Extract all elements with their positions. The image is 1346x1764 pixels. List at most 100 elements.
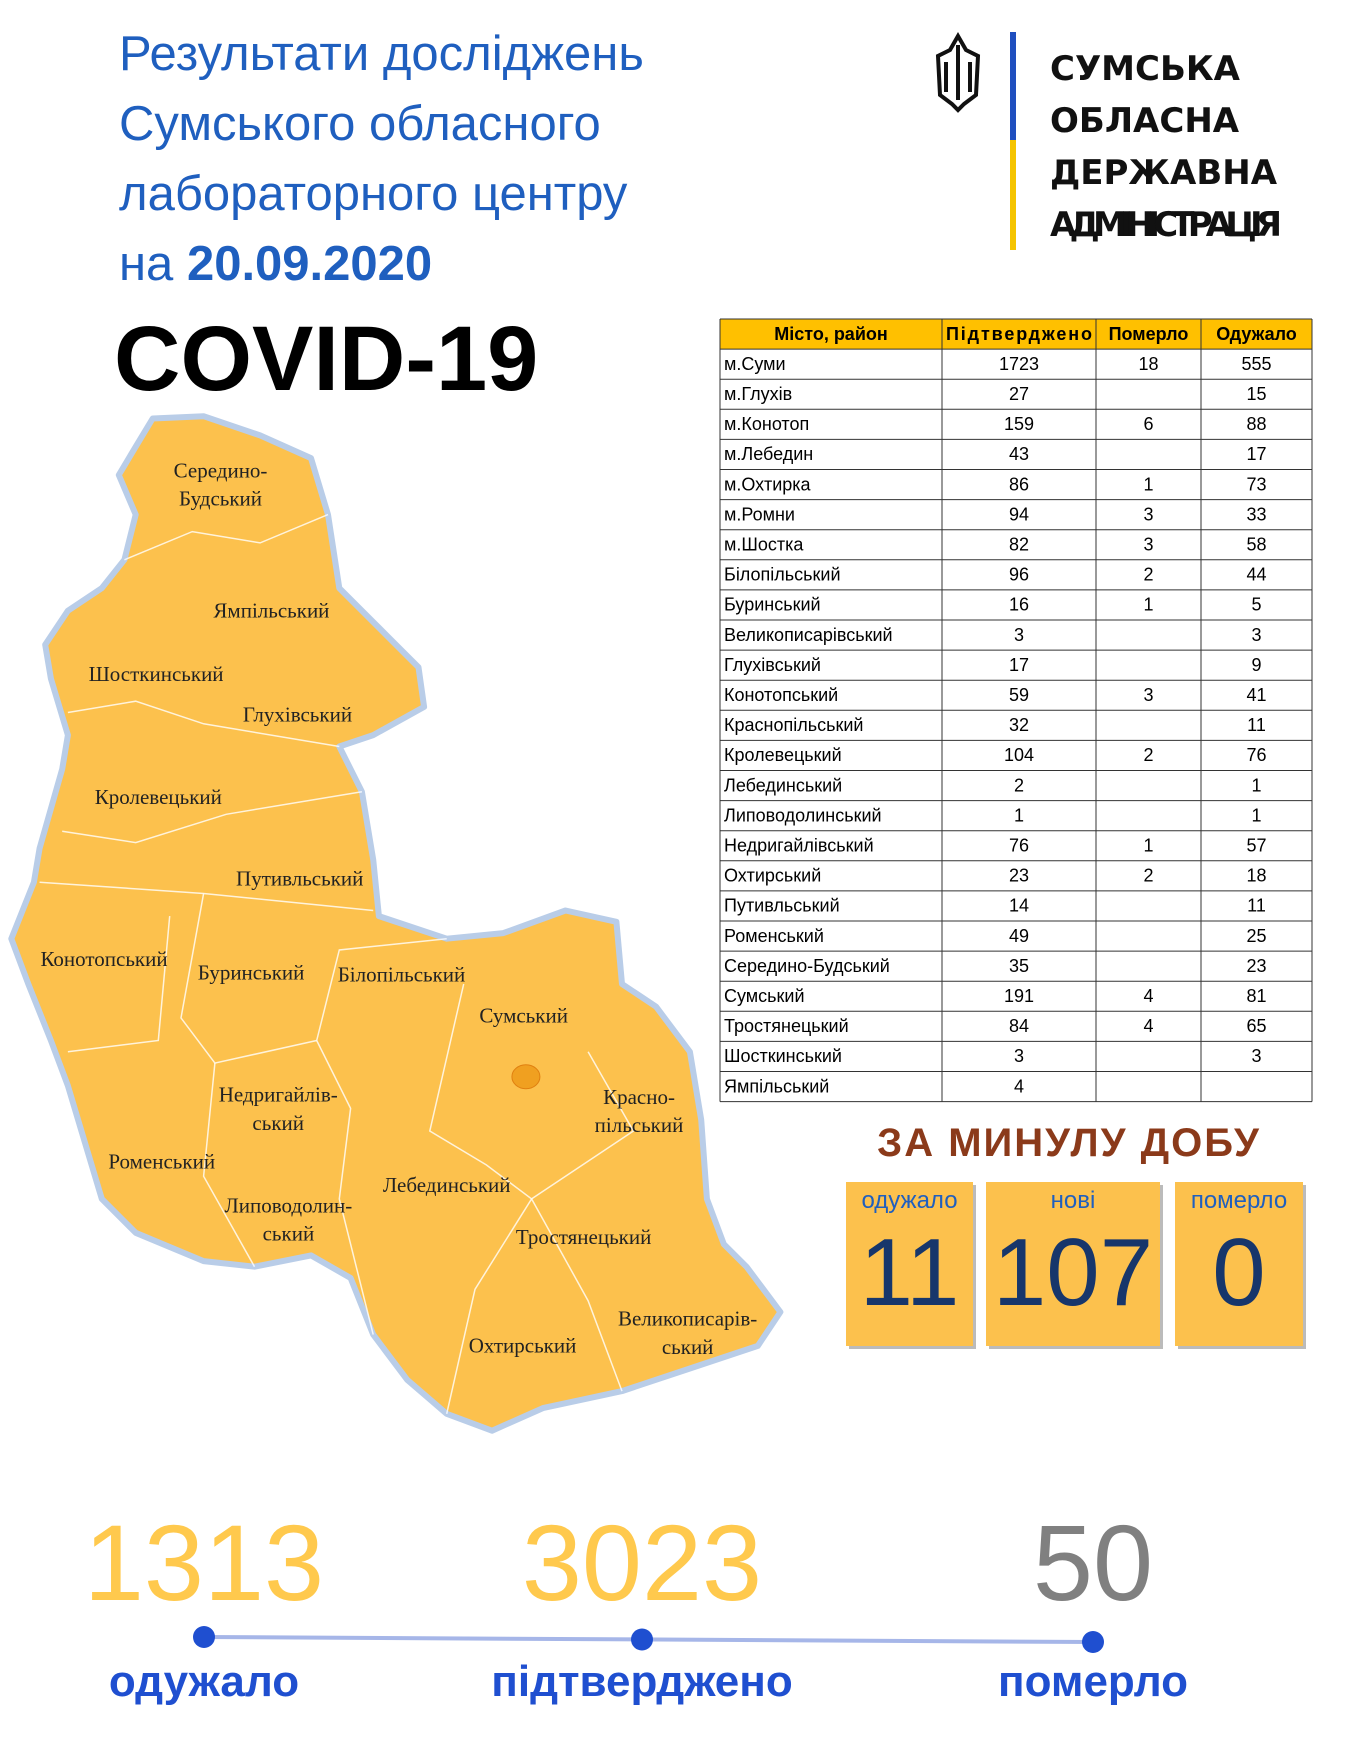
trident-detail (944, 45, 972, 100)
date: 20.09.2020 (187, 237, 432, 291)
table-cell: 11 (1247, 715, 1266, 735)
table-cell: 82 (1009, 535, 1029, 555)
region-shape (8, 413, 784, 1434)
title-line: Сумського обласного (119, 97, 601, 151)
table-cell: 3 (1251, 625, 1261, 645)
table-cell: 76 (1246, 745, 1266, 765)
table-cell: 3 (1014, 1046, 1024, 1066)
table-cell: 1 (1014, 805, 1024, 825)
table-cell: 15 (1246, 384, 1266, 404)
district-label: Охтирський (469, 1334, 577, 1358)
district-name: м.Конотоп (724, 414, 809, 434)
title-date-line: на 20.09.2020 (119, 237, 432, 291)
district-border (67, 700, 340, 748)
table-cell: 43 (1009, 444, 1029, 464)
district-border (316, 1040, 374, 1335)
table-cell: 1 (1143, 836, 1153, 856)
table-cell: 27 (1009, 384, 1029, 404)
district-border (531, 1051, 635, 1200)
table-cell: 11 (1247, 896, 1266, 916)
district-border (124, 513, 329, 561)
table-cell: 1 (1143, 474, 1153, 494)
district-label: Красно- (603, 1085, 675, 1109)
district-label: Кролевецький (95, 785, 222, 809)
table-cell: 76 (1009, 836, 1029, 856)
table-cell: 2 (1143, 565, 1153, 585)
city-sumy (511, 1064, 541, 1090)
daily-label: одужало (861, 1187, 957, 1214)
daily-box (846, 1182, 973, 1346)
district-name: Конотопський (724, 685, 838, 705)
table-cell: 35 (1009, 956, 1029, 976)
table-cell: 18 (1138, 354, 1158, 374)
daily-box (1175, 1182, 1303, 1346)
district-name: Білопільський (724, 565, 841, 585)
total-value: 3023 (522, 1502, 762, 1623)
district-name: Липоводолинський (724, 805, 882, 825)
logo-line: СУМСЬКА (1050, 49, 1241, 89)
district-border (315, 937, 447, 1041)
district-label: Липоводолин- (225, 1193, 353, 1217)
table-cell: 73 (1246, 474, 1266, 494)
district-label: ський (263, 1222, 315, 1246)
table-cell: 3 (1143, 685, 1153, 705)
district-name: Великописарівський (724, 625, 893, 645)
district-name: Кролевецький (724, 745, 842, 765)
table-cell: 1 (1251, 775, 1261, 795)
table-cell: 25 (1246, 926, 1266, 946)
total-value: 50 (1033, 1502, 1153, 1623)
district-label: Ямпільський (213, 599, 329, 623)
table-cell: 18 (1246, 866, 1266, 886)
total-value: 1313 (84, 1502, 324, 1623)
timeline-dot (1082, 1631, 1104, 1653)
district-border (180, 893, 317, 1064)
trident (935, 31, 981, 113)
district-name: м.Суми (724, 354, 786, 374)
district-label: Сумський (479, 1003, 568, 1027)
table-cell: 2 (1014, 775, 1024, 795)
district-name: Буринський (724, 595, 821, 615)
district-label: Буринський (198, 960, 305, 984)
table-header: Померло (1109, 324, 1189, 344)
district-name: м.Охтирка (724, 474, 812, 494)
district-border (62, 790, 363, 844)
timeline-dot (193, 1626, 215, 1648)
table-cell: 49 (1009, 926, 1029, 946)
table-cell: 17 (1246, 444, 1266, 464)
daily-title: ЗА МИНУЛУ ДОБУ (877, 1121, 1261, 1165)
table-cell: 88 (1246, 414, 1266, 434)
district-label: ський (662, 1335, 714, 1359)
district-name: Роменський (724, 926, 824, 946)
district-label: Роменський (108, 1149, 215, 1173)
logo (935, 31, 1016, 250)
logo-line: ДЕРЖАВНА (1050, 153, 1278, 193)
district-name: Середино-Будський (724, 956, 890, 976)
table-cell: 4 (1143, 986, 1153, 1006)
table-cell: 96 (1009, 565, 1029, 585)
district-label: Великописарів- (618, 1307, 757, 1331)
table-cell: 41 (1246, 685, 1266, 705)
map: Середино- Будський Ямпільський Шосткинський… (8, 413, 784, 1434)
district-name: м.Глухів (724, 384, 792, 404)
daily-label: нові (1051, 1187, 1096, 1214)
district-border (202, 1063, 256, 1268)
table-cell: 555 (1241, 354, 1271, 374)
flag-yellow (1010, 140, 1016, 250)
district-label: Лебединський (383, 1173, 511, 1197)
table-cell: 86 (1009, 474, 1029, 494)
district-label: Білопільський (338, 963, 466, 987)
district-border (530, 1198, 623, 1392)
total-label: померло (998, 1657, 1188, 1706)
district-name: Лебединський (724, 775, 842, 795)
table-cell: 1 (1251, 805, 1261, 825)
title-line: лабораторного центру (119, 167, 628, 221)
district-name: Шосткинський (724, 1046, 842, 1066)
district-border (428, 983, 533, 1414)
table-cell: 9 (1251, 655, 1261, 675)
table-cell: 191 (1004, 986, 1034, 1006)
table-cell: 94 (1009, 504, 1029, 524)
table-cell: 44 (1246, 565, 1266, 585)
table-cell: 23 (1009, 866, 1029, 886)
table-cell: 3 (1014, 625, 1024, 645)
table-cell: 14 (1009, 896, 1029, 916)
